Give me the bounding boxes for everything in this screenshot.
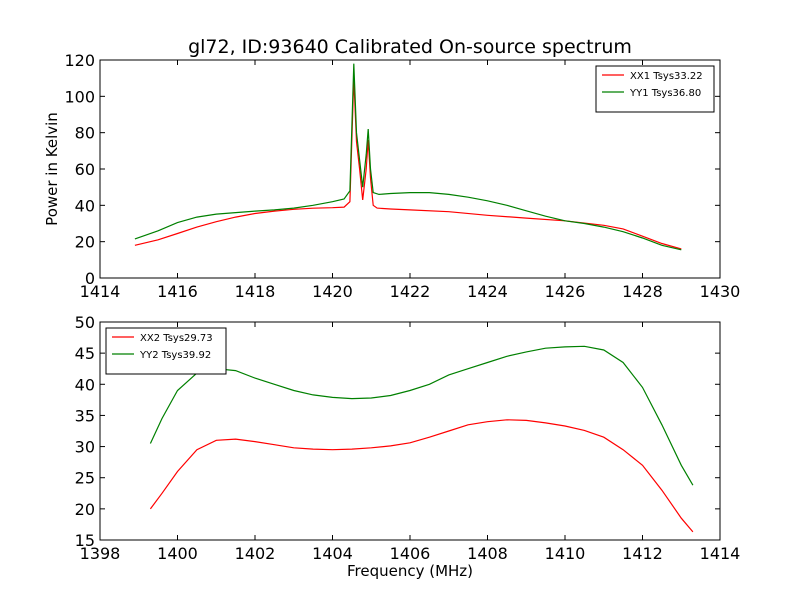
legend-entry: XX2 Tsys29.73 bbox=[140, 333, 213, 344]
x-tick-label: 1420 bbox=[312, 282, 353, 301]
x-tick-label: 1400 bbox=[157, 544, 198, 563]
x-tick-label: 1402 bbox=[235, 544, 276, 563]
legend: XX2 Tsys29.73 YY2 Tsys39.92 bbox=[105, 327, 227, 375]
x-tick-label: 1408 bbox=[467, 544, 508, 563]
y-tick-label: 15 bbox=[75, 531, 95, 550]
y-tick-label: 40 bbox=[75, 196, 95, 215]
legend-entry: YY2 Tsys39.92 bbox=[139, 350, 211, 361]
x-tick-label: 1416 bbox=[157, 282, 198, 301]
legend-box bbox=[595, 65, 715, 113]
x-tick-label: 1404 bbox=[312, 544, 353, 563]
y-tick-label: 100 bbox=[64, 87, 95, 106]
x-tick-label: 1430 bbox=[700, 282, 741, 301]
y-tick-label: 35 bbox=[75, 406, 95, 425]
x-tick-label: 1410 bbox=[545, 544, 586, 563]
series-line-2 bbox=[149, 345, 694, 486]
series-line-1 bbox=[149, 419, 694, 533]
y-tick-label: 25 bbox=[75, 469, 95, 488]
y-tick-label: 40 bbox=[75, 375, 95, 394]
y-axis-label: Power in Kelvin bbox=[43, 112, 61, 226]
y-tick-label: 80 bbox=[75, 124, 95, 143]
y-tick-label: 20 bbox=[75, 500, 95, 519]
x-tick-label: 1418 bbox=[235, 282, 276, 301]
x-tick-label: 1426 bbox=[545, 282, 586, 301]
x-tick-label: 1428 bbox=[622, 282, 663, 301]
legend: XX1 Tsys33.22 YY1 Tsys36.80 bbox=[595, 65, 715, 113]
x-tick-label: 1414 bbox=[80, 282, 121, 301]
x-tick-label: 1414 bbox=[700, 544, 741, 563]
x-tick-label: 1412 bbox=[622, 544, 663, 563]
y-tick-label: 60 bbox=[75, 160, 95, 179]
legend-entry: YY1 Tsys36.80 bbox=[629, 88, 701, 99]
bottom-plot-panel: 1398 1400 1402 1404 1406 1408 1410 1412 1414 15 20… bbox=[75, 313, 741, 580]
y-tick-label: 20 bbox=[75, 233, 95, 252]
series-line-1 bbox=[134, 78, 682, 250]
y-tick-label: 45 bbox=[75, 344, 95, 363]
legend-entry: XX1 Tsys33.22 bbox=[630, 71, 703, 82]
chart-title: gl72, ID:93640 Calibrated On-source spec… bbox=[188, 36, 632, 58]
x-tick-label: 1422 bbox=[390, 282, 431, 301]
series-line-2 bbox=[134, 63, 682, 251]
x-tick-label: 1398 bbox=[80, 544, 121, 563]
y-tick-label: 50 bbox=[75, 313, 95, 332]
y-tick-label: 30 bbox=[75, 438, 95, 457]
x-axis-label: Frequency (MHz) bbox=[347, 562, 473, 580]
x-tick-label: 1406 bbox=[390, 544, 431, 563]
legend-box bbox=[105, 327, 227, 375]
y-tick-label: 0 bbox=[85, 269, 95, 288]
y-tick-label: 120 bbox=[64, 51, 95, 70]
top-plot-panel: 1414 1416 1418 1420 1422 1424 1426 1428 1430 0 20 4… bbox=[43, 51, 740, 301]
x-tick-label: 1424 bbox=[467, 282, 508, 301]
